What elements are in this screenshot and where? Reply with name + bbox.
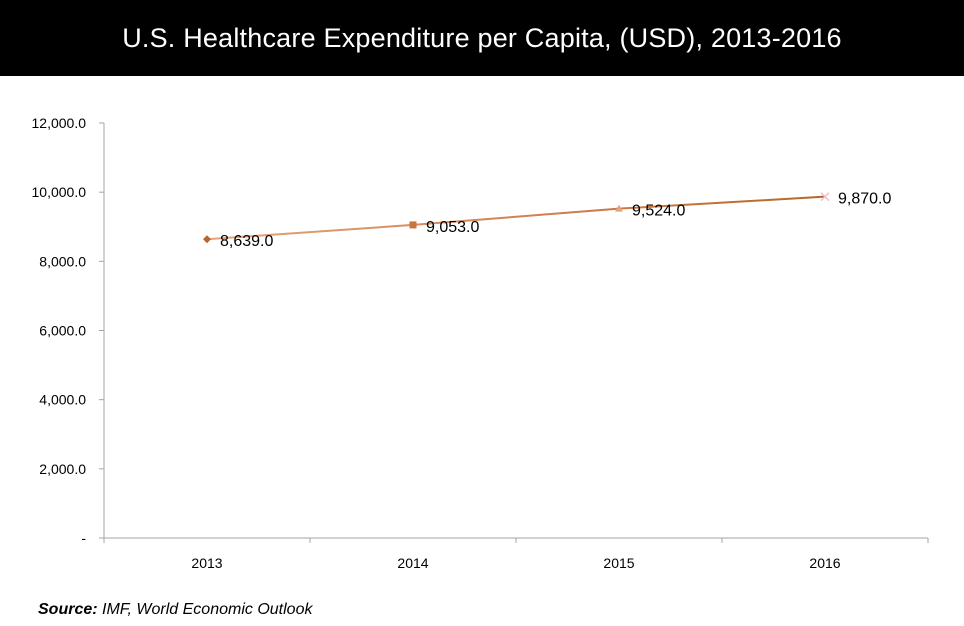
x-tick-label: 2016 bbox=[809, 555, 840, 571]
x-axis-ticks: 2013 2014 2015 2016 bbox=[103, 538, 929, 571]
data-point-label: 9,870.0 bbox=[838, 191, 891, 208]
y-tick-label: 10,000.0 bbox=[32, 184, 87, 200]
data-point-label: 9,053.0 bbox=[426, 219, 479, 236]
data-point-marker bbox=[615, 204, 623, 212]
data-labels: 8,639.0 9,053.0 9,524.0 9,870.0 bbox=[220, 191, 891, 251]
chart-axes bbox=[103, 123, 928, 539]
data-point-label: 9,524.0 bbox=[632, 203, 685, 220]
data-point-label: 8,639.0 bbox=[220, 233, 273, 250]
y-tick-label: 6,000.0 bbox=[39, 323, 86, 339]
y-tick-label: - bbox=[81, 530, 86, 546]
data-point-marker bbox=[203, 235, 211, 244]
data-point-marker bbox=[820, 192, 830, 202]
title-bar: U.S. Healthcare Expenditure per Capita, … bbox=[0, 0, 964, 76]
source-note: Source: IMF, World Economic Outlook bbox=[38, 601, 312, 619]
chart-title: U.S. Healthcare Expenditure per Capita, … bbox=[122, 22, 842, 53]
x-tick-label: 2014 bbox=[397, 555, 428, 571]
x-tick-label: 2015 bbox=[603, 555, 634, 571]
data-point-marker bbox=[409, 221, 417, 229]
series-group bbox=[203, 192, 830, 244]
y-axis-ticks: - 2,000.0 4,000.0 6,000.0 8,000.0 10,000.0 12,… bbox=[32, 115, 104, 546]
y-tick-label: 2,000.0 bbox=[39, 461, 86, 477]
y-tick-label: 8,000.0 bbox=[39, 253, 86, 269]
y-tick-label: 12,000.0 bbox=[32, 115, 87, 131]
source-label: Source: bbox=[38, 601, 98, 618]
source-text: IMF, World Economic Outlook bbox=[97, 601, 313, 618]
x-tick-label: 2013 bbox=[191, 555, 222, 571]
y-tick-label: 4,000.0 bbox=[39, 392, 86, 408]
series-line bbox=[206, 195, 826, 241]
